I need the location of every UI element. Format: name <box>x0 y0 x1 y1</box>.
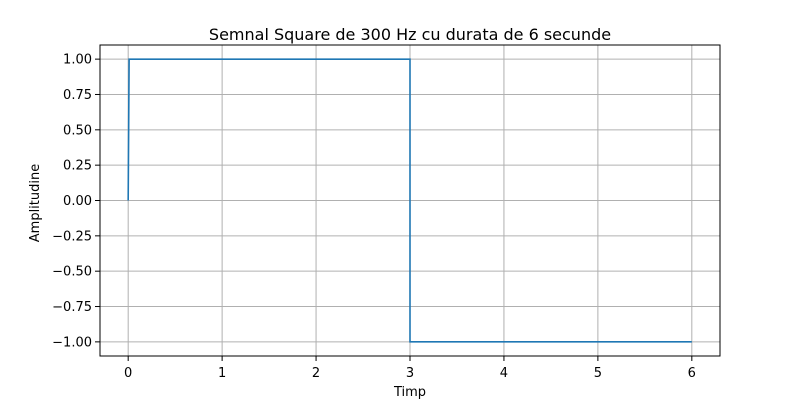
x-tick-label: 4 <box>500 366 508 381</box>
y-tick-label: −0.50 <box>52 265 92 280</box>
x-tick-label: 1 <box>218 366 226 381</box>
series-layer <box>127 58 692 343</box>
x-tick-label: 6 <box>688 366 696 381</box>
x-tick-label: 0 <box>124 366 132 381</box>
y-tick-label: 0.25 <box>63 159 92 174</box>
y-tick-label: −1.00 <box>52 335 92 350</box>
y-axis-ticks: 1.00 0.75 0.50 0.25 0.00 −0.25 −0.50 −0.75 −1.00 <box>52 53 100 350</box>
y-axis-label: Amplitudine <box>28 164 43 242</box>
y-tick-label: 0.75 <box>63 88 92 103</box>
x-axis-ticks: 0 1 2 3 4 5 6 <box>124 356 696 381</box>
y-tick-label: 1.00 <box>63 53 92 68</box>
x-tick-label: 2 <box>312 366 320 381</box>
y-tick-label: −0.25 <box>52 229 92 244</box>
chart-title: Semnal Square de 300 Hz cu durata de 6 s… <box>209 25 611 44</box>
y-tick-label: 0.00 <box>63 194 92 209</box>
x-tick-label: 3 <box>406 366 414 381</box>
x-axis-label: Timp <box>393 385 426 400</box>
y-tick-label: −0.75 <box>52 300 92 315</box>
series-line <box>127 58 692 343</box>
y-tick-label: 0.50 <box>63 123 92 138</box>
x-tick-label: 5 <box>594 366 602 381</box>
